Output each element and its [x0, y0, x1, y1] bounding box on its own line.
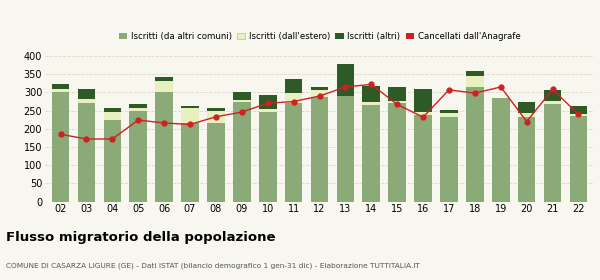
Bar	[362, 102, 380, 105]
Bar	[544, 101, 562, 104]
Legend: Iscritti (da altri comuni), Iscritti (dall'estero), Iscritti (altri), Cancellati: Iscritti (da altri comuni), Iscritti (da…	[115, 28, 524, 44]
Bar	[466, 71, 484, 76]
Bar	[440, 109, 458, 113]
Bar	[52, 92, 70, 202]
Bar	[518, 113, 535, 117]
Bar	[466, 76, 484, 87]
Bar	[388, 103, 406, 202]
Bar	[155, 92, 173, 202]
Bar	[337, 64, 354, 96]
Bar	[388, 101, 406, 103]
Bar	[414, 112, 432, 115]
Bar	[362, 105, 380, 202]
Bar	[285, 103, 302, 202]
Bar	[207, 108, 225, 111]
Bar	[130, 108, 147, 111]
Bar	[233, 100, 251, 102]
Bar	[181, 123, 199, 202]
Bar	[104, 112, 121, 120]
Bar	[311, 87, 328, 90]
Bar	[569, 106, 587, 114]
Bar	[518, 102, 535, 113]
Bar	[337, 96, 354, 202]
Bar	[285, 79, 302, 93]
Bar	[52, 84, 70, 90]
Bar	[77, 89, 95, 99]
Bar	[52, 90, 70, 92]
Bar	[311, 90, 328, 97]
Bar	[130, 111, 147, 202]
Bar	[207, 123, 225, 202]
Bar	[388, 87, 406, 101]
Bar	[77, 99, 95, 102]
Bar	[233, 102, 251, 202]
Bar	[259, 95, 277, 109]
Bar	[104, 108, 121, 112]
Bar	[414, 89, 432, 112]
Bar	[130, 104, 147, 108]
Bar	[285, 93, 302, 103]
Bar	[569, 116, 587, 202]
Bar	[104, 120, 121, 202]
Bar	[440, 113, 458, 117]
Bar	[518, 117, 535, 202]
Bar	[259, 113, 277, 202]
Bar	[155, 77, 173, 81]
Bar	[155, 81, 173, 92]
Bar	[311, 97, 328, 202]
Bar	[362, 86, 380, 102]
Bar	[259, 109, 277, 113]
Bar	[233, 92, 251, 100]
Bar	[181, 106, 199, 108]
Text: Flusso migratorio della popolazione: Flusso migratorio della popolazione	[6, 231, 275, 244]
Bar	[492, 98, 509, 202]
Bar	[466, 87, 484, 202]
Bar	[440, 117, 458, 202]
Bar	[544, 90, 562, 101]
Bar	[77, 102, 95, 202]
Bar	[544, 104, 562, 202]
Bar	[569, 114, 587, 116]
Text: COMUNE DI CASARZA LIGURE (GE) - Dati ISTAT (bilancio demografico 1 gen-31 dic) -: COMUNE DI CASARZA LIGURE (GE) - Dati IST…	[6, 263, 420, 269]
Bar	[207, 111, 225, 123]
Bar	[414, 115, 432, 202]
Bar	[181, 108, 199, 123]
